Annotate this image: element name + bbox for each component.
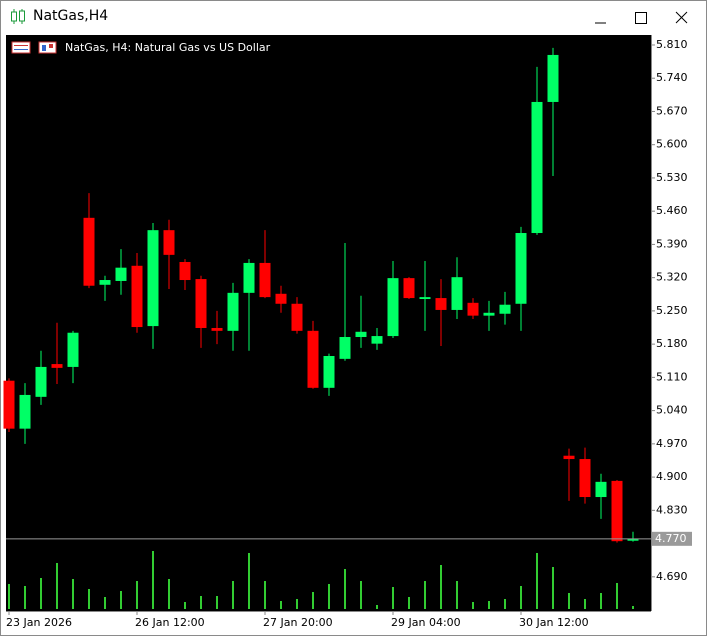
app-icon [11, 9, 25, 24]
candle-body [131, 265, 143, 328]
y-tick-label: 5.040 [656, 404, 688, 417]
candle-body [451, 277, 463, 310]
candle-body [147, 230, 159, 327]
y-tick-label: 4.900 [656, 470, 688, 483]
candle-body [435, 298, 447, 310]
x-tick-label: 27 Jan 20:00 [263, 616, 333, 629]
candle-body [163, 230, 175, 255]
candle-body [547, 54, 559, 102]
candle-body [99, 280, 111, 285]
candle-body [243, 262, 255, 293]
candle-body [67, 332, 79, 367]
candle-body [339, 337, 351, 359]
y-tick-label: 5.810 [656, 38, 688, 51]
y-tick-label: 4.690 [656, 570, 688, 583]
window-title: NatGas,H4 [33, 8, 109, 24]
candle-body [115, 267, 127, 281]
candle-body [403, 278, 415, 299]
candle-body [483, 312, 495, 316]
candle-body [515, 233, 527, 304]
caption-icons [11, 41, 57, 54]
close-button[interactable] [675, 11, 688, 24]
chart: NatGas, H4: Natural Gas vs US Dollar 5.8… [3, 35, 692, 629]
y-tick-label: 4.830 [656, 503, 688, 516]
y-tick-label: 5.530 [656, 171, 688, 184]
candle-body [195, 279, 207, 328]
y-tick-label: 5.740 [656, 71, 688, 84]
candle-body [419, 297, 431, 300]
candle-body [291, 303, 303, 331]
candle-body [355, 331, 367, 338]
x-tick-label: 23 Jan 2026 [6, 616, 72, 629]
y-tick-label: 5.250 [656, 304, 688, 317]
window-controls [595, 11, 688, 24]
candle-body [35, 366, 47, 397]
candle-body [179, 261, 191, 281]
candle-body [275, 293, 287, 304]
candle-body [627, 538, 639, 541]
maximize-button[interactable] [635, 12, 647, 24]
y-tick-label: 5.320 [656, 271, 688, 284]
x-tick-label: 29 Jan 04:00 [391, 616, 461, 629]
candle-body [579, 459, 591, 498]
candle-body [83, 217, 95, 286]
candle-body [563, 455, 575, 460]
candle-body [531, 101, 543, 234]
y-tick-label: 5.460 [656, 204, 688, 217]
candle-body [51, 364, 63, 368]
candle-body [595, 481, 607, 498]
candle-body [323, 356, 335, 388]
chart-caption: NatGas, H4: Natural Gas vs US Dollar [65, 41, 271, 54]
candle-body [19, 394, 31, 429]
candle-body [259, 262, 271, 298]
plot-area [6, 35, 651, 611]
y-tick-label: 5.600 [656, 138, 688, 151]
candle-body [211, 327, 223, 331]
candle-body [611, 480, 623, 542]
current-price-box [652, 531, 692, 546]
x-tick-label: 30 Jan 12:00 [519, 616, 589, 629]
candle-body [227, 292, 239, 331]
title-bar: NatGas,H4 [1, 1, 706, 33]
y-tick-label: 4.970 [656, 437, 688, 450]
y-tick-label: 5.180 [656, 337, 688, 350]
y-tick-label: 5.670 [656, 104, 688, 117]
current-price-label: 4.770 [655, 532, 687, 545]
candle-body [387, 278, 399, 337]
candle-body [467, 302, 479, 316]
y-tick-label: 5.390 [656, 237, 688, 250]
candle-body [371, 336, 383, 344]
candle-body [3, 380, 15, 429]
y-tick-label: 5.110 [656, 370, 688, 383]
candle-body [499, 304, 511, 314]
x-tick-label: 26 Jan 12:00 [135, 616, 205, 629]
candle-body [307, 330, 319, 388]
